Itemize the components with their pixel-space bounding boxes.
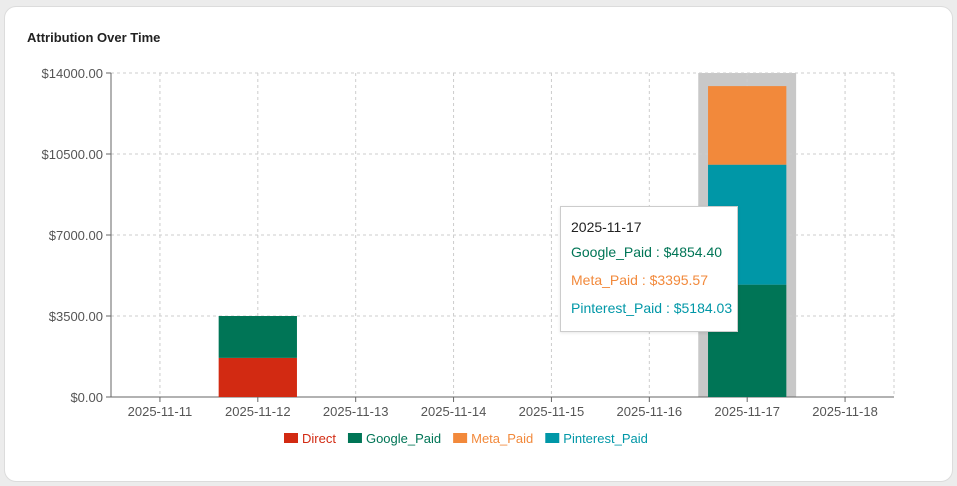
x-tick-label: 2025-11-11 bbox=[128, 404, 193, 419]
bar-direct bbox=[218, 357, 297, 397]
y-tick-label: $10500.00 bbox=[42, 147, 103, 162]
chart-title: Attribution Over Time bbox=[27, 30, 161, 45]
legend-swatch bbox=[453, 433, 468, 443]
x-tick-label: 2025-11-17 bbox=[714, 404, 780, 419]
tooltip-line: Pinterest_Paid : $5184.03 bbox=[571, 300, 733, 316]
y-tick-label: $0.00 bbox=[70, 390, 103, 405]
x-tick-label: 2025-11-16 bbox=[617, 404, 683, 419]
tooltip-line: Google_Paid : $4854.40 bbox=[571, 244, 723, 260]
y-tick-label: $3500.00 bbox=[49, 309, 103, 324]
tooltip-line: Meta_Paid : $3395.57 bbox=[571, 272, 708, 288]
x-tick-label: 2025-11-18 bbox=[812, 404, 878, 419]
legend-item: Direct bbox=[302, 431, 336, 446]
bar-google-paid bbox=[218, 316, 297, 358]
legend-item: Pinterest_Paid bbox=[563, 431, 648, 446]
legend-swatch bbox=[347, 433, 362, 443]
legend-item: Google_Paid bbox=[366, 431, 441, 446]
y-tick-label: $7000.00 bbox=[49, 228, 103, 243]
legend-item: Meta_Paid bbox=[471, 431, 533, 446]
tooltip-date: 2025-11-17 bbox=[571, 219, 642, 235]
legend-swatch bbox=[284, 433, 298, 443]
x-tick-label: 2025-11-13 bbox=[323, 404, 389, 419]
tooltip: 2025-11-17 Google_Paid : $4854.40 Meta_P… bbox=[560, 206, 738, 332]
legend-swatch bbox=[545, 433, 560, 443]
bar-meta-paid bbox=[708, 86, 787, 165]
y-tick-label: $14000.00 bbox=[42, 66, 103, 81]
x-tick-label: 2025-11-12 bbox=[225, 404, 291, 419]
x-tick-label: 2025-11-14 bbox=[421, 404, 487, 419]
x-tick-label: 2025-11-15 bbox=[519, 404, 585, 419]
